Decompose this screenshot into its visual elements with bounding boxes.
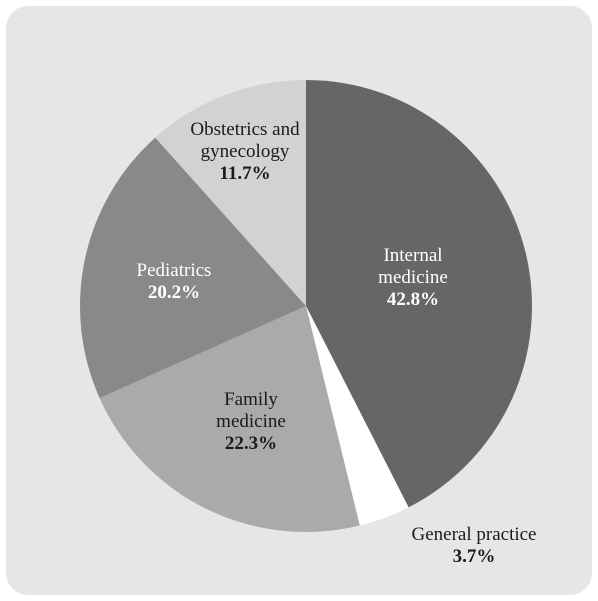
slice-label: General practice 3.7% (364, 524, 584, 568)
slice-label: Obstetrics and gynecology 11.7% (190, 119, 300, 185)
value-label: 3.7% (452, 546, 496, 567)
value-label: 11.7% (219, 163, 271, 184)
category-label: Pediatrics (136, 260, 212, 281)
slice-label: Family medicine 22.3% (196, 389, 306, 455)
value-label: 20.2% (147, 282, 201, 303)
category-label: Internal medicine (378, 245, 448, 288)
value-label: 42.8% (386, 289, 440, 310)
slice-label: Pediatrics 20.2% (114, 260, 234, 304)
wedge (155, 80, 306, 306)
category-label: General practice (411, 524, 537, 545)
wedge (99, 306, 360, 532)
wedge (306, 80, 532, 508)
category-label: Family medicine (216, 389, 286, 432)
slice-label: Internal medicine 42.8% (353, 245, 473, 311)
value-label: 22.3% (224, 433, 278, 454)
wedge (79, 137, 306, 399)
category-label: Obstetrics and gynecology (190, 119, 300, 162)
wedge (306, 306, 409, 526)
